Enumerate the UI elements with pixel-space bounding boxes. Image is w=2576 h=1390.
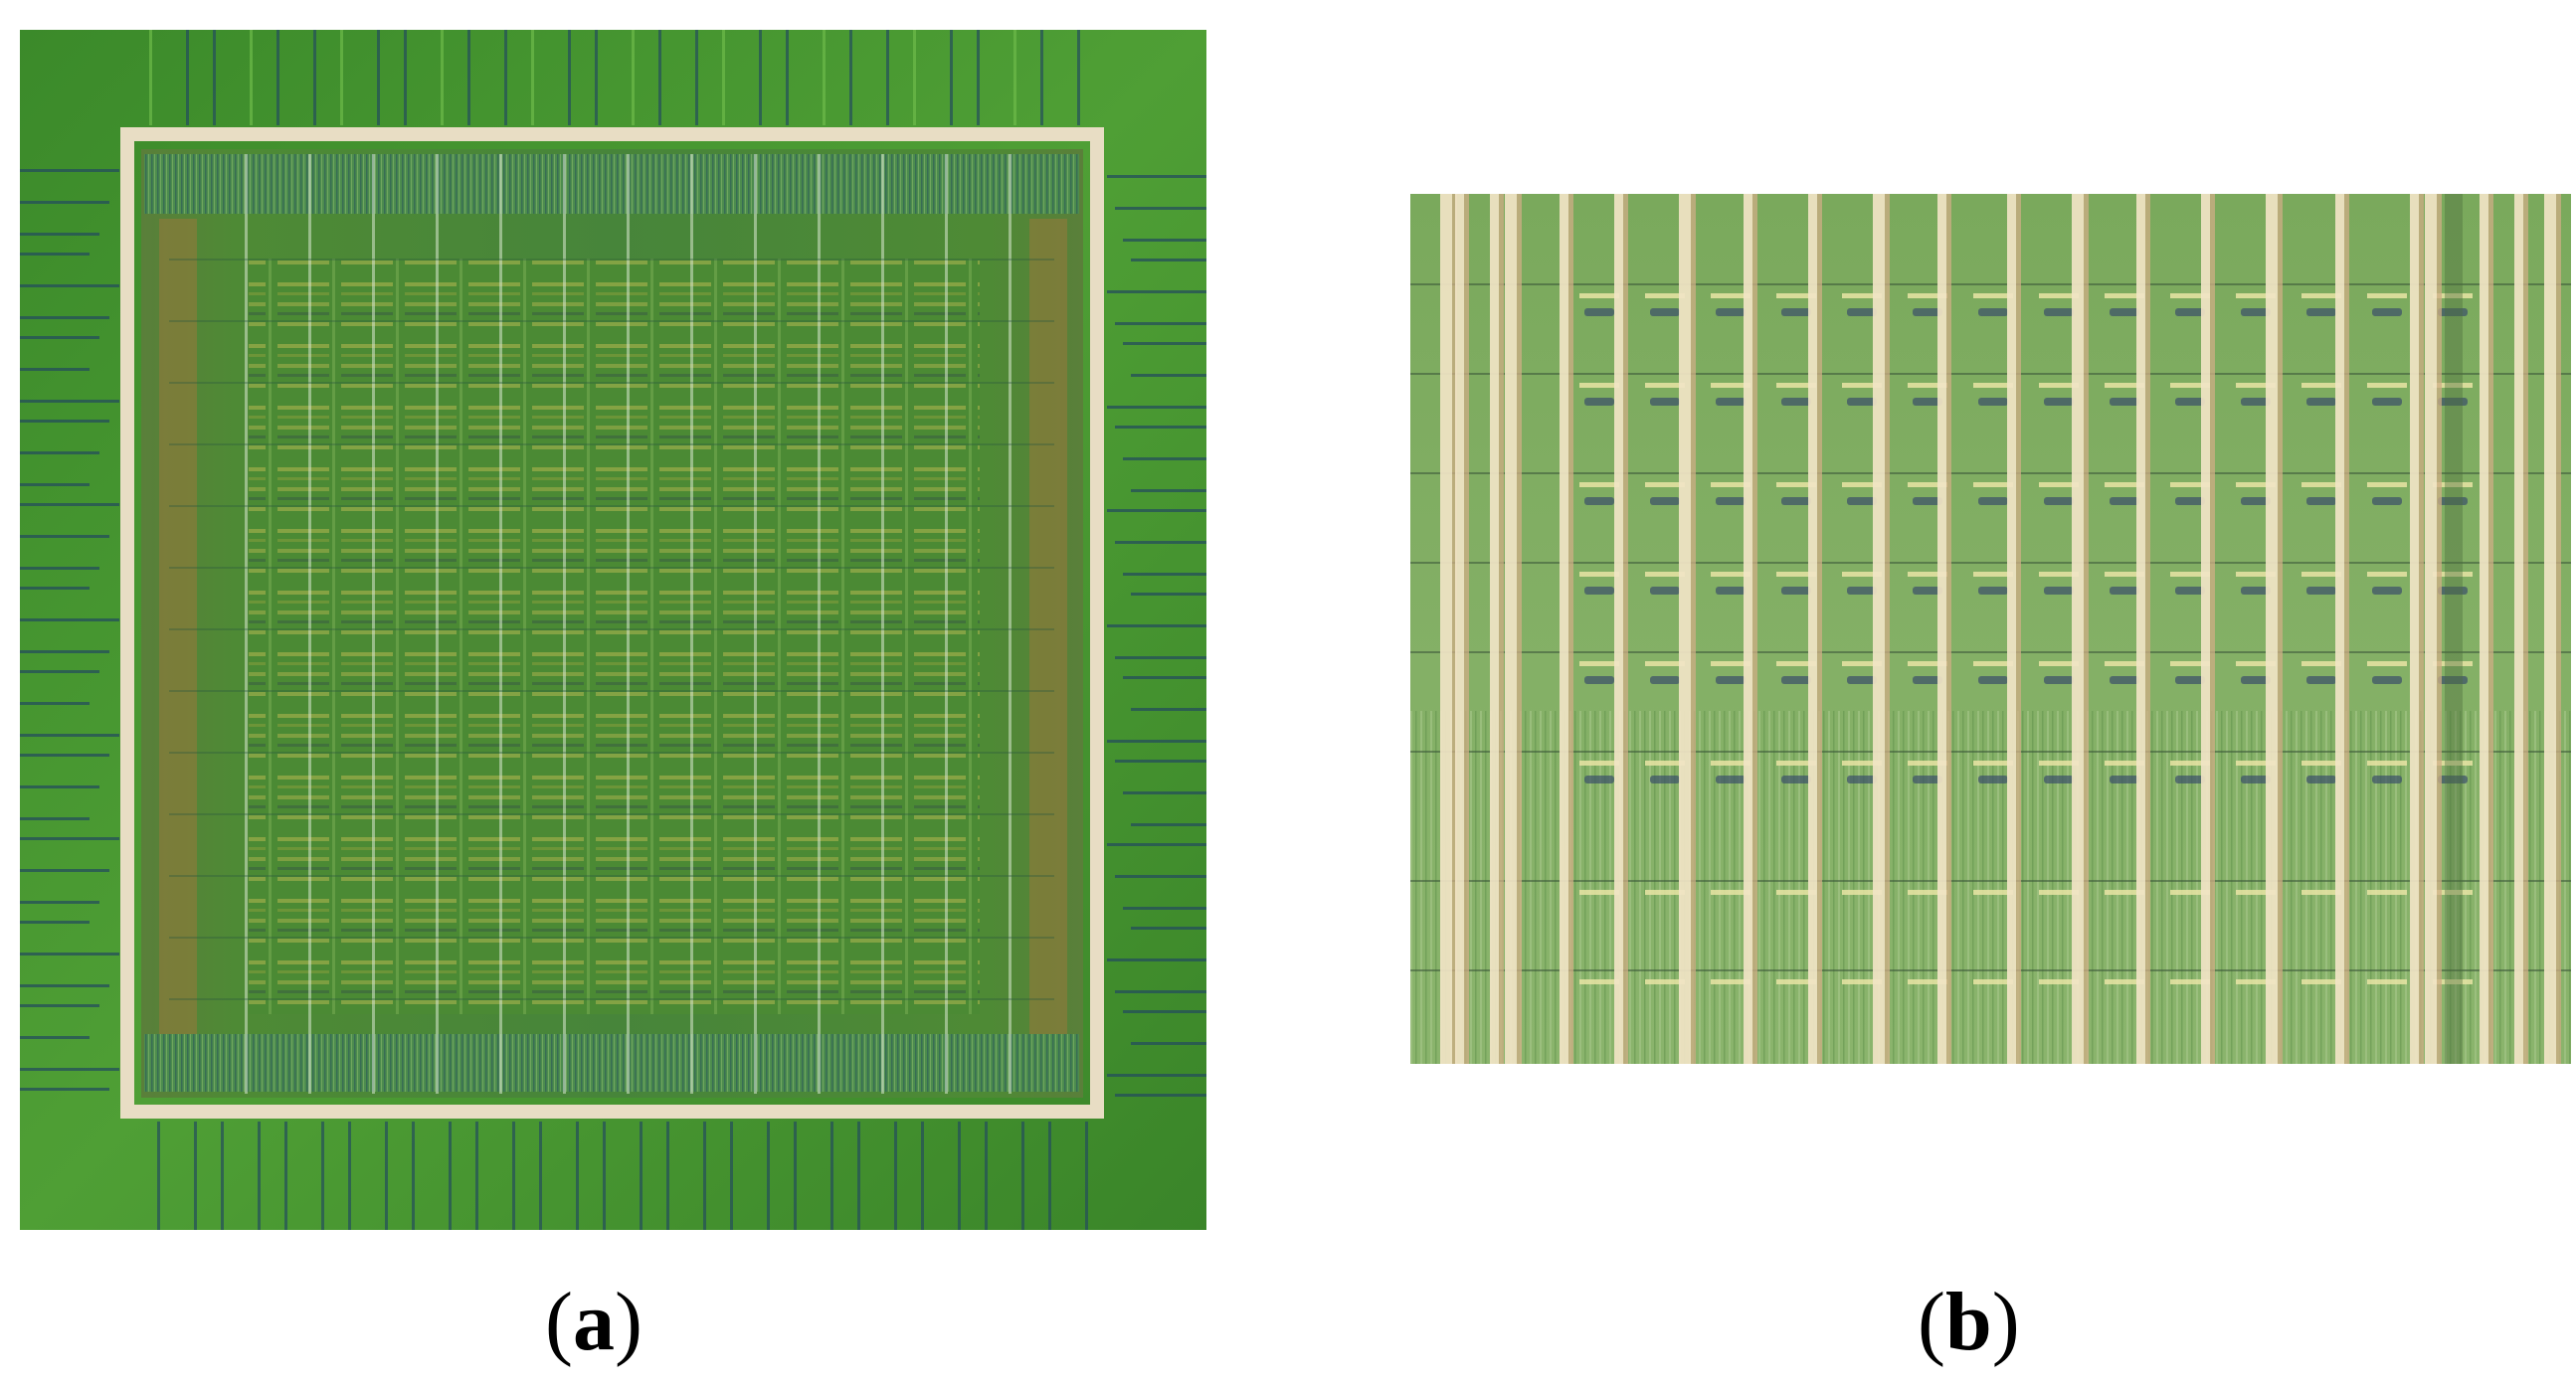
panel-a-caption: (a) bbox=[545, 1276, 643, 1368]
die-micrograph-panel-a bbox=[20, 30, 1206, 1230]
zoomed-micrograph-panel-b bbox=[1410, 194, 2571, 1064]
zoomed-circuit-image bbox=[1410, 194, 2571, 1064]
vertical-bus-lines bbox=[1440, 194, 2561, 1064]
logic-row-patterns bbox=[1410, 283, 2571, 984]
chip-die-image bbox=[20, 30, 1206, 1230]
peripheral-io-traces bbox=[20, 30, 1206, 1230]
panel-b-caption: (b) bbox=[1918, 1276, 2020, 1368]
array-column-lines bbox=[169, 154, 1054, 1094]
